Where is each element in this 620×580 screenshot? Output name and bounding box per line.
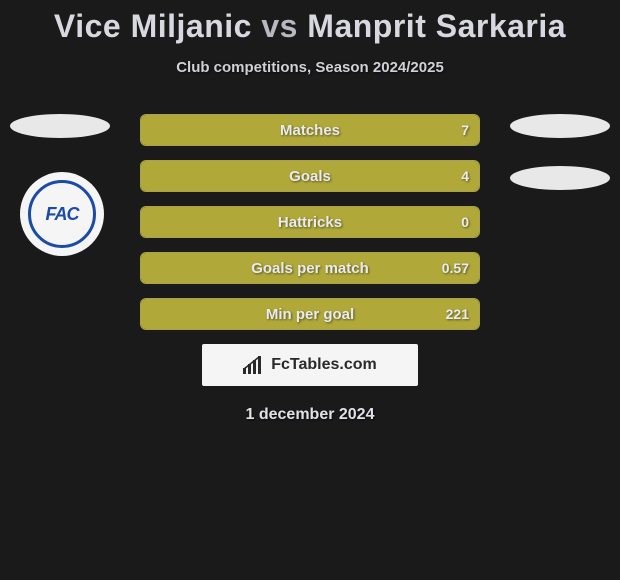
fctables-logo[interactable]: FcTables.com (202, 344, 418, 386)
stat-value: 7 (461, 122, 469, 138)
player2-name: Manprit Sarkaria (307, 8, 566, 44)
stat-row: Hattricks0 (140, 206, 480, 238)
player1-club-badge: FAC (20, 172, 104, 256)
stats-container: Matches7Goals4Hattricks0Goals per match0… (140, 114, 480, 330)
stat-row: Min per goal221 (140, 298, 480, 330)
player2-photo-placeholder (510, 114, 610, 138)
comparison-title: Vice Miljanic vs Manprit Sarkaria (0, 0, 620, 45)
stat-label: Goals per match (141, 260, 479, 277)
stat-value: 221 (446, 306, 469, 322)
stat-row: Matches7 (140, 114, 480, 146)
stat-value: 0 (461, 214, 469, 230)
content-area: FAC Matches7 Goals4 Hattricks0 Goals per ma… (0, 114, 620, 424)
vs-text: vs (261, 8, 298, 44)
stat-value: 0.57 (442, 260, 469, 276)
stat-label: Goals (141, 168, 479, 185)
stat-row: Goals4 (140, 160, 480, 192)
stat-label: Hattricks (141, 214, 479, 231)
player1-photo-placeholder (10, 114, 110, 138)
snapshot-date: 1 december 2024 (0, 406, 620, 424)
stat-label: Matches (141, 122, 479, 139)
stat-value: 4 (461, 168, 469, 184)
player1-name: Vice Miljanic (54, 8, 252, 44)
fctables-logo-text: FcTables.com (271, 356, 377, 374)
stat-label: Min per goal (141, 306, 479, 323)
bar-chart-icon (243, 356, 265, 374)
stat-row: Goals per match0.57 (140, 252, 480, 284)
season-subtitle: Club competitions, Season 2024/2025 (0, 59, 620, 76)
player2-club-placeholder (510, 166, 610, 190)
club-badge-text: FAC (46, 204, 79, 225)
club-badge-ring: FAC (28, 180, 96, 248)
